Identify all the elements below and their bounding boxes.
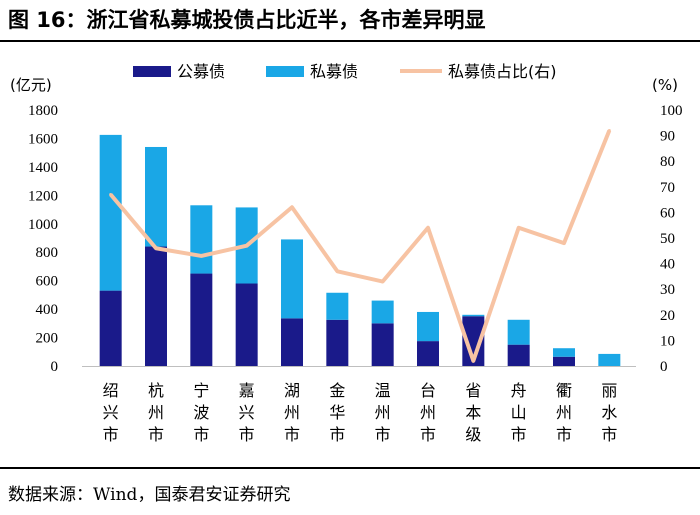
ratio-point	[335, 269, 339, 273]
category-label: 丽水市	[601, 381, 617, 444]
chart-title: 图 16：浙江省私募城投债占比近半，各市差异明显	[8, 8, 486, 32]
ratio-point	[290, 205, 294, 209]
tick-labels: 0 200 400 600 800 1000 1200 1400 1600 1800 0 10 20 30…	[28, 103, 683, 375]
right-tick-label: 70	[660, 180, 675, 196]
bar-private	[598, 353, 621, 366]
category-label: 衢州市	[556, 381, 572, 444]
bar-private	[553, 348, 575, 357]
bar-private	[417, 311, 439, 342]
ratio-point	[199, 254, 203, 258]
category-label: 嘉兴市	[239, 381, 255, 444]
category-label: 湖州市	[284, 381, 300, 444]
bar-private	[99, 134, 122, 291]
ratio-line	[109, 128, 612, 363]
category-labels: 绍兴市 杭州市 宁波市 嘉兴市 湖州市 金华市 温州市 台州市 省本级 舟山市 衢州市 丽水市	[103, 381, 618, 444]
category-label: 杭州市	[148, 381, 164, 444]
legend-swatch-public	[133, 66, 171, 77]
bar-private	[145, 146, 167, 247]
bar-private	[371, 300, 394, 324]
ratio-point	[154, 246, 158, 250]
ratio-series-line	[109, 129, 612, 363]
ratio-point	[607, 128, 611, 132]
category-label: 温州市	[375, 381, 391, 444]
ratio-point	[562, 241, 566, 245]
bar-private	[281, 239, 303, 319]
left-axis-unit: (亿元)	[10, 76, 52, 94]
category-label: 台州市	[420, 381, 436, 444]
ratio-point	[381, 280, 385, 284]
left-tick-label: 1800	[28, 103, 58, 119]
right-tick-label: 80	[660, 154, 675, 170]
right-tick-label: 90	[660, 129, 675, 145]
left-tick-label: 1000	[28, 217, 58, 233]
category-label: 宁波市	[193, 381, 209, 444]
bar-public	[417, 341, 439, 366]
legend-label: 公募债	[177, 62, 225, 81]
right-tick-label: 10	[660, 333, 675, 349]
bar-public	[281, 318, 303, 366]
ratio-point	[109, 192, 113, 196]
category-label: 金华市	[329, 381, 345, 444]
ratio-point	[245, 244, 249, 248]
bar-private	[190, 205, 213, 274]
bar-public	[99, 290, 122, 366]
title-bar: 图 16：浙江省私募城投债占比近半，各市差异明显	[0, 0, 700, 40]
footer-divider	[0, 467, 700, 469]
bar-public	[507, 344, 530, 366]
right-tick-label: 60	[660, 205, 675, 221]
left-tick-label: 600	[36, 274, 59, 290]
ratio-point	[517, 226, 521, 230]
legend-swatch-private	[266, 66, 304, 77]
bar-private	[326, 292, 349, 320]
bar-public	[371, 323, 394, 366]
chart: (亿元) (%) 公募债 私募债 私募债占比(右) 0200400600800100…	[10, 62, 683, 444]
category-label: 绍兴市	[103, 381, 119, 444]
left-tick-label: 1400	[28, 160, 58, 176]
right-tick-label: 40	[660, 257, 675, 273]
right-tick-label: 50	[660, 231, 675, 247]
legend-label: 私募债占比(右)	[448, 62, 557, 81]
right-axis-unit: (%)	[652, 76, 678, 94]
bar-private	[462, 314, 485, 317]
left-tick-label: 1200	[28, 188, 58, 204]
legend: 公募债 私募债 私募债占比(右)	[133, 62, 557, 81]
ratio-point	[471, 359, 475, 363]
ratio-point	[426, 226, 430, 230]
legend-label: 私募债	[310, 62, 358, 81]
category-label: 省本级	[465, 381, 481, 444]
right-tick-label: 100	[660, 103, 683, 119]
left-tick-label: 200	[36, 331, 59, 347]
left-tick-label: 400	[36, 302, 59, 318]
bar-public	[462, 316, 485, 366]
right-tick-label: 0	[660, 359, 668, 375]
bar-private	[507, 319, 530, 345]
bar-public	[235, 283, 258, 366]
bar-public	[553, 356, 575, 366]
left-tick-label: 0	[51, 359, 59, 375]
left-tick-label: 800	[36, 245, 59, 261]
bar-public	[145, 246, 167, 366]
right-tick-label: 30	[660, 282, 675, 298]
left-tick-label: 1600	[28, 131, 58, 147]
source-note: 数据来源：Wind，国泰君安证券研究	[8, 485, 291, 505]
title-divider	[0, 40, 700, 42]
category-label: 舟山市	[511, 381, 527, 444]
right-tick-label: 20	[660, 308, 675, 324]
bar-public	[326, 319, 349, 366]
bar-public	[190, 273, 213, 366]
